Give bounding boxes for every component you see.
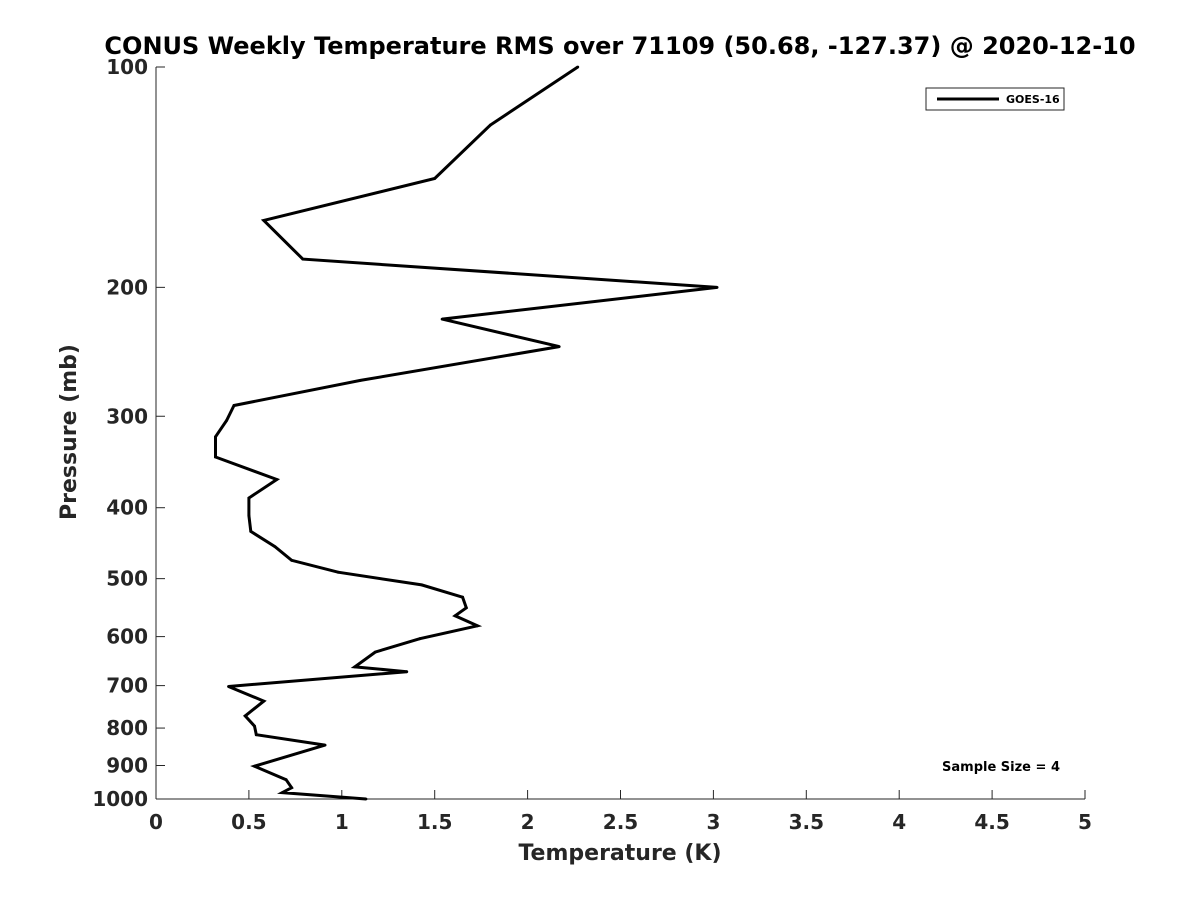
y-tick-label: 300	[106, 404, 148, 428]
data-point-goes-16	[476, 624, 479, 628]
data-point-goes-16	[254, 733, 258, 737]
data-point-goes-16	[353, 665, 357, 669]
data-point-goes-16	[253, 764, 256, 768]
data-point-goes-16	[275, 478, 279, 481]
data-point-goes-16	[405, 670, 409, 674]
data-point-goes-16	[262, 219, 266, 222]
data-point-goes-16	[214, 455, 217, 459]
data-point-goes-16	[290, 786, 293, 790]
data-point-goes-16	[464, 606, 468, 610]
data-point-goes-16	[418, 637, 422, 641]
x-tick-label: 2	[521, 810, 535, 834]
data-point-goes-16	[576, 65, 580, 69]
y-tick-label: 700	[106, 674, 148, 698]
x-tick-label: 4	[892, 810, 906, 834]
data-point-goes-16	[253, 724, 256, 728]
series-line-goes-16	[214, 65, 718, 801]
y-tick-label: 1000	[92, 787, 148, 811]
data-point-goes-16	[364, 797, 368, 801]
y-tick-label: 400	[106, 496, 148, 520]
y-tick-label: 200	[106, 275, 148, 299]
data-point-goes-16	[715, 286, 719, 289]
data-point-goes-16	[273, 545, 277, 548]
data-point-goes-16	[453, 614, 457, 618]
data-point-goes-16	[262, 699, 266, 703]
x-tick-label: 3	[706, 810, 720, 834]
x-tick-label: 3.5	[789, 810, 824, 834]
data-point-goes-16	[301, 257, 305, 261]
data-point-goes-16	[323, 743, 327, 747]
data-point-goes-16	[359, 379, 362, 382]
y-tick-label: 900	[106, 754, 148, 778]
chart-title: CONUS Weekly Temperature RMS over 71109 …	[104, 32, 1135, 60]
y-tick-label: 600	[106, 625, 148, 649]
data-point-goes-16	[336, 570, 340, 574]
data-point-goes-16	[243, 714, 247, 718]
y-axis-label: Pressure (mb)	[57, 344, 82, 520]
legend: GOES-16	[925, 87, 1065, 111]
data-point-goes-16	[420, 583, 424, 587]
legend-label-goes-16: GOES-16	[1006, 93, 1060, 106]
x-axis-label: Temperature (K)	[518, 841, 721, 866]
data-point-goes-16	[247, 496, 251, 500]
data-point-goes-16	[440, 317, 444, 321]
data-point-goes-16	[249, 530, 253, 533]
data-point-goes-16	[225, 419, 229, 422]
x-tick-label: 0.5	[231, 810, 266, 834]
y-tick-label: 500	[106, 567, 148, 591]
x-tick-label: 1.5	[417, 810, 452, 834]
data-point-goes-16	[247, 514, 251, 517]
data-point-goes-16	[557, 345, 561, 348]
data-point-goes-16	[280, 791, 284, 794]
x-tick-label: 2.5	[603, 810, 638, 834]
x-tick-label: 5	[1078, 810, 1092, 834]
data-point-goes-16	[232, 404, 236, 407]
sample-size-annotation: Sample Size = 4	[942, 760, 1060, 775]
data-point-goes-16	[284, 778, 288, 782]
x-tick-label: 1	[335, 810, 349, 834]
data-point-goes-16	[214, 435, 217, 439]
data-point-goes-16	[461, 595, 464, 599]
x-tick-label: 0	[149, 810, 163, 834]
data-point-goes-16	[373, 650, 377, 654]
data-point-goes-16	[227, 685, 230, 688]
y-tick-label: 800	[106, 716, 148, 740]
data-point-goes-16	[433, 177, 437, 180]
x-tick-label: 4.5	[974, 810, 1009, 834]
data-point-goes-16	[489, 123, 492, 127]
axes: 0 0.5 1 1.5 2 2.5 3 3.5 4 4.5 5 100 200 300 400 500 600 7…	[92, 55, 1092, 834]
y-tick-label: 100	[106, 55, 148, 79]
data-point-goes-16	[290, 558, 293, 562]
plot-area	[214, 65, 719, 801]
